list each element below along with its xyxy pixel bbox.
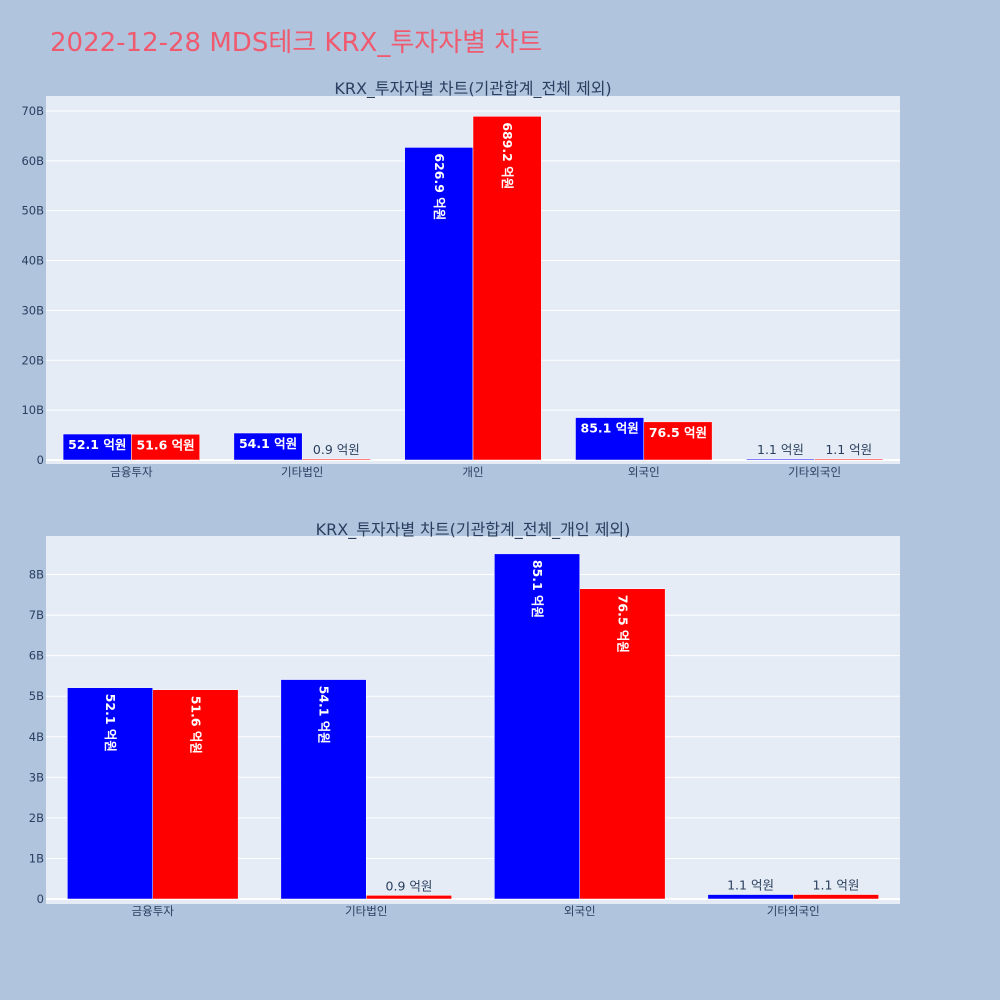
x-tick-label: 금융투자 (132, 904, 175, 918)
x-tick-label: 기타외국인 (788, 465, 841, 479)
y-tick-label: 2B (29, 811, 44, 825)
bar-1-3 (494, 553, 581, 900)
bar-1-3 (404, 147, 474, 461)
chart-title: KRX_투자자별 차트(기관합계_전체_개인 제외) (316, 520, 631, 540)
bar-1-4 (575, 417, 645, 461)
data-label: 76.5 억원 (649, 425, 707, 440)
bar-2-2 (301, 458, 371, 461)
bar-1-1 (67, 687, 153, 900)
x-tick-label: 외국인 (564, 904, 596, 918)
x-tick-label: 기타법인 (345, 904, 387, 918)
x-tick-label: 개인 (462, 465, 483, 479)
bar-2-4 (793, 894, 879, 900)
bar-2-2 (366, 895, 452, 900)
bar-2-3 (472, 116, 542, 461)
data-label: 52.1 억원 (68, 437, 126, 452)
data-label: 51.6 억원 (188, 696, 203, 754)
y-tick-label: 6B (29, 649, 44, 663)
data-label: 76.5 억원 (615, 595, 630, 653)
data-label: 689.2 억원 (500, 122, 515, 189)
data-label: 1.1 억원 (825, 442, 872, 457)
y-tick-label: 70B (21, 104, 44, 118)
data-label: 51.6 억원 (136, 437, 194, 452)
bar-1-2 (280, 679, 367, 900)
data-label: 0.9 억원 (386, 878, 433, 893)
y-tick-label: 60B (21, 154, 44, 168)
y-tick-label: 50B (21, 204, 44, 218)
y-tick-label: 10B (21, 403, 44, 417)
x-tick-label: 금융투자 (110, 465, 153, 479)
data-label: 54.1 억원 (239, 436, 297, 451)
bar-2-1 (152, 689, 239, 900)
data-label: 1.1 억원 (813, 878, 860, 893)
data-label: 85.1 억원 (581, 421, 639, 436)
data-label: 1.1 억원 (757, 442, 804, 457)
x-tick-label: 외국인 (628, 465, 660, 479)
y-tick-label: 8B (29, 568, 44, 582)
data-label: 626.9 억원 (432, 153, 447, 220)
y-tick-label: 1B (29, 851, 44, 865)
y-tick-label: 30B (21, 303, 44, 317)
y-tick-label: 0 (37, 453, 44, 467)
data-label: 52.1 억원 (103, 694, 118, 752)
x-tick-label: 기타외국인 (767, 904, 820, 918)
page-title: 2022-12-28 MDS테크 KRX_투자자별 차트 (50, 28, 543, 58)
bar-2-5 (814, 458, 884, 461)
y-tick-label: 3B (29, 770, 44, 784)
data-label: 85.1 억원 (530, 560, 545, 618)
bar-1-5 (746, 458, 815, 461)
bar-2-4 (643, 421, 713, 461)
y-tick-label: 20B (21, 353, 44, 367)
bar-2-3 (579, 588, 666, 900)
data-label: 1.1 억원 (727, 878, 774, 893)
bar-2-1 (131, 434, 200, 461)
chart-2: 0 1B 2B 3B 4B 5B 6B 7B 8B KRX_투자자별 차트(기관합계_전체_개인 … (29, 520, 900, 918)
chart-title: KRX_투자자별 차트(기관합계_전체 제외) (334, 79, 611, 99)
bar-1-4 (707, 894, 794, 900)
data-label: 0.9 억원 (313, 442, 360, 457)
y-tick-label: 4B (29, 730, 44, 744)
y-tick-label: 40B (21, 254, 44, 268)
chart-1: 0 10B 20B 30B 40B 50B 60B 70B KRX_투자자별 차트(기관합계_전… (21, 79, 900, 479)
y-tick-label: 0 (37, 892, 44, 906)
bar-1-2 (233, 432, 303, 461)
y-tick-label: 5B (29, 689, 44, 703)
data-label: 54.1 억원 (317, 686, 332, 744)
x-tick-label: 기타법인 (281, 465, 323, 479)
y-tick-label: 7B (29, 608, 44, 622)
